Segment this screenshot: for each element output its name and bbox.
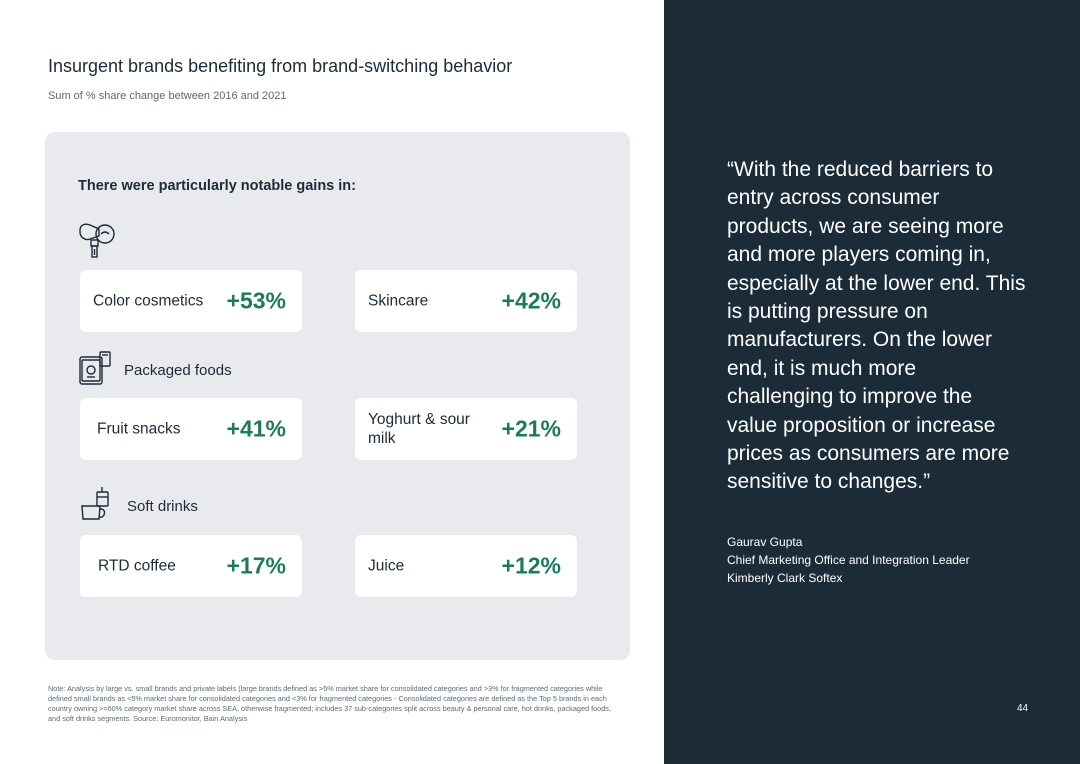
card-value: +41% [226, 415, 286, 442]
group-label-soft-drinks: Soft drinks [127, 498, 198, 515]
card-label: Yoghurt & sour milk [368, 411, 470, 447]
card-juice: Juice +12% [355, 535, 577, 597]
card-value: +53% [226, 287, 286, 314]
beauty-icon [77, 220, 117, 260]
card-yoghurt-sour-milk: Yoghurt & sour milk +21% [355, 398, 577, 460]
page-number: 44 [1017, 703, 1029, 714]
packaged-foods-icon [78, 350, 112, 386]
card-skincare: Skincare +42% [355, 270, 577, 332]
card-label: RTD coffee [98, 557, 176, 575]
card-value: +17% [226, 552, 286, 579]
footnote: Note: Analysis by large vs. small brands… [48, 684, 611, 723]
card-value: +21% [501, 415, 561, 442]
group-label-packaged-foods: Packaged foods [124, 362, 232, 379]
card-rtd-coffee: RTD coffee +17% [80, 535, 302, 597]
card-label: Skincare [368, 292, 429, 310]
quote-panel [664, 0, 1080, 764]
quote-role: Chief Marketing Office and Integration L… [727, 553, 970, 567]
card-label: Juice [368, 557, 405, 575]
quote-author: Gaurav Gupta [727, 535, 803, 549]
card-value: +42% [501, 287, 561, 314]
card-value: +12% [501, 552, 561, 579]
soft-drinks-icon [80, 486, 112, 522]
quote-company: Kimberly Clark Softex [727, 571, 843, 585]
card-color-cosmetics: Color cosmetics +53% [80, 270, 302, 332]
page-subtitle: Sum of % share change between 2016 and 2… [48, 90, 287, 102]
card-label: Color cosmetics [93, 292, 204, 310]
quote-text: “With the reduced barriers to entry acro… [727, 158, 1026, 494]
page-title: Insurgent brands benefiting from brand-s… [48, 56, 513, 76]
panel-heading: There were particularly notable gains in… [78, 178, 356, 194]
card-label: Fruit snacks [97, 420, 181, 438]
card-fruit-snacks: Fruit snacks +41% [80, 398, 302, 460]
